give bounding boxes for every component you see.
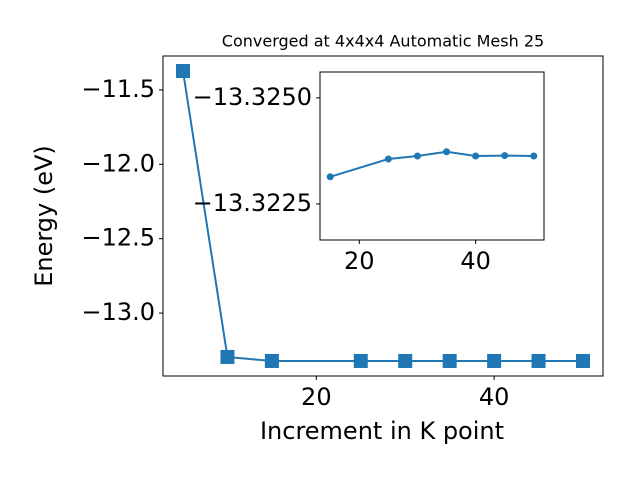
x-axis-label: Increment in K point (260, 417, 504, 445)
x-tick-label: 20 (301, 383, 332, 411)
point-marker (443, 148, 451, 156)
point-marker (176, 64, 190, 79)
y-tick-label: −12.5 (81, 224, 155, 252)
point-marker (531, 353, 546, 368)
chart-title: Converged at 4x4x4 Automatic Mesh 25 (222, 32, 544, 51)
point-marker (398, 353, 413, 368)
y-tick-label: −11.5 (81, 75, 155, 103)
y-tick-label: −12.0 (81, 149, 155, 177)
y-axis-label: Energy (eV) (30, 145, 58, 287)
point-marker (501, 152, 509, 160)
y-tick-label: −13.3225 (193, 189, 312, 217)
x-tick-label: 40 (460, 247, 491, 275)
x-tick-label: 20 (344, 247, 375, 275)
point-marker (264, 353, 279, 368)
point-marker (530, 152, 538, 160)
plot-frame (319, 71, 545, 241)
point-marker (413, 152, 421, 160)
plot-frame (162, 55, 604, 377)
point-marker (576, 353, 590, 368)
point-marker (384, 155, 392, 163)
y-tick-label: −13.0 (81, 298, 155, 326)
point-marker (353, 353, 368, 368)
point-marker (487, 353, 502, 368)
point-marker (442, 353, 457, 368)
x-tick-label: 40 (479, 383, 510, 411)
point-marker (472, 152, 480, 160)
point-marker (326, 173, 334, 181)
y-tick-label: −13.3250 (193, 83, 312, 111)
point-marker (220, 349, 235, 364)
